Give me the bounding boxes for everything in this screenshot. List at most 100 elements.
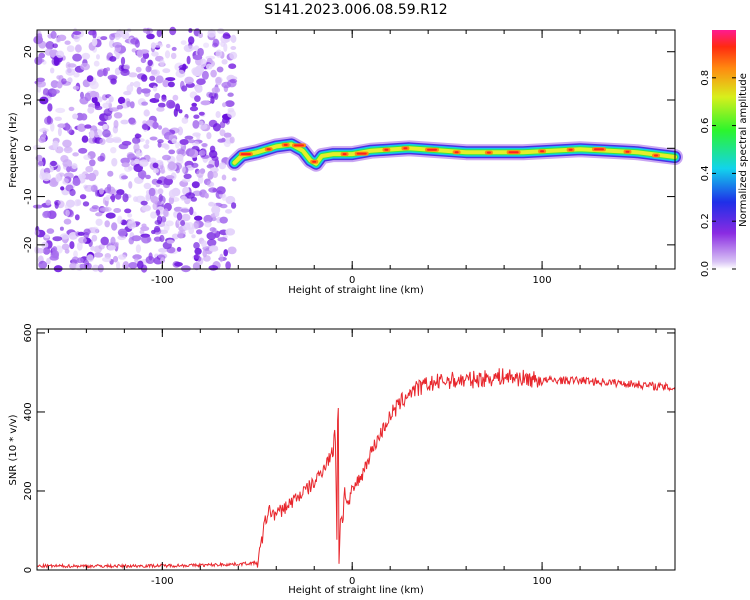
noise-blob — [120, 119, 129, 125]
noise-blob — [221, 137, 226, 143]
noise-blob — [56, 75, 61, 80]
noise-blob — [93, 252, 104, 258]
noise-blob — [157, 141, 162, 148]
noise-blob — [102, 129, 111, 138]
noise-blob — [212, 42, 218, 48]
noise-blob — [99, 138, 106, 146]
x-tick-label: -100 — [151, 275, 174, 286]
noise-blob — [93, 245, 103, 254]
noise-blob — [151, 69, 160, 77]
noise-blob — [47, 103, 53, 112]
noise-blob — [115, 52, 120, 60]
noise-blob — [86, 75, 94, 82]
noise-blob — [128, 181, 133, 189]
noise-blob — [44, 234, 50, 239]
noise-blob — [229, 78, 238, 84]
noise-blob — [206, 164, 215, 169]
noise-blob — [167, 161, 176, 171]
noise-blob — [79, 194, 87, 200]
noise-blob — [148, 187, 156, 197]
noise-blob — [193, 114, 200, 119]
noise-blob — [208, 265, 219, 271]
ridge-peak-core — [594, 148, 604, 151]
noise-blob — [62, 139, 72, 148]
noise-blob — [87, 106, 95, 114]
noise-blob — [32, 204, 43, 209]
noise-blob — [65, 199, 76, 208]
noise-blob — [59, 233, 70, 240]
noise-blob — [128, 72, 138, 78]
noise-blob — [150, 42, 156, 49]
ridge-peak-core — [403, 147, 408, 150]
noise-blob — [139, 229, 145, 235]
noise-blob — [50, 67, 55, 74]
snr-panel: -100 0 100 0 200 400 600 Height of straight li… — [8, 323, 676, 596]
noise-blob — [193, 242, 200, 249]
noise-blob — [140, 200, 148, 206]
noise-blob — [97, 69, 104, 78]
y-tick-label: 0 — [23, 567, 34, 573]
noise-blob — [84, 184, 94, 192]
noise-blob — [127, 220, 137, 230]
noise-blob — [41, 127, 47, 132]
noise-blob — [156, 29, 162, 38]
noise-blob — [94, 105, 103, 111]
noise-blob — [127, 166, 133, 171]
noise-blob — [42, 211, 51, 219]
noise-blob — [174, 262, 183, 267]
noise-blob — [36, 33, 43, 40]
noise-blob — [176, 212, 183, 221]
noise-blob — [212, 188, 217, 193]
noise-blob — [185, 45, 195, 52]
noise-blob — [50, 122, 55, 132]
noise-blob — [108, 96, 114, 103]
noise-blob — [215, 77, 222, 86]
noise-blob — [153, 42, 164, 48]
noise-blob — [173, 108, 178, 117]
noise-blob — [161, 96, 167, 102]
noise-blob — [162, 68, 171, 74]
noise-blob — [99, 188, 104, 195]
noise-blob — [149, 136, 158, 141]
noise-blob — [192, 132, 201, 137]
noise-blob — [71, 163, 78, 170]
noise-blob — [164, 50, 171, 59]
noise-blob — [204, 192, 209, 199]
noise-blob — [126, 100, 131, 108]
noise-blob — [155, 75, 164, 84]
noise-blob — [117, 96, 126, 105]
noise-blob — [69, 241, 75, 250]
noise-blob — [219, 253, 224, 263]
noise-blob — [231, 202, 237, 209]
noise-blob — [64, 172, 74, 179]
noise-blob — [142, 124, 149, 130]
y-tick-label: 200 — [23, 481, 34, 500]
noise-blob — [145, 139, 150, 145]
noise-blob — [196, 169, 204, 178]
colorbar-tick-label: 0.0 — [700, 261, 711, 277]
noise-blob — [209, 150, 218, 159]
noise-blob — [132, 137, 141, 144]
noise-blob — [163, 208, 169, 218]
noise-blob — [152, 162, 159, 169]
noise-blob — [52, 246, 58, 254]
noise-blob — [185, 192, 196, 199]
noise-blob — [158, 102, 166, 108]
noise-blob — [222, 117, 229, 124]
noise-blob — [150, 196, 159, 204]
noise-blob — [89, 130, 95, 139]
noise-blob — [157, 125, 163, 130]
noise-blob — [92, 30, 97, 39]
noise-blob — [192, 54, 203, 61]
noise-blob — [223, 249, 228, 257]
noise-blob — [47, 210, 57, 219]
noise-blob — [223, 139, 231, 148]
noise-blob — [145, 65, 152, 73]
noise-blob — [128, 262, 138, 269]
noise-blob — [176, 153, 184, 162]
noise-blob — [152, 85, 158, 92]
noise-blob — [194, 215, 203, 221]
noise-blob — [72, 31, 82, 35]
noise-blob — [184, 76, 194, 85]
